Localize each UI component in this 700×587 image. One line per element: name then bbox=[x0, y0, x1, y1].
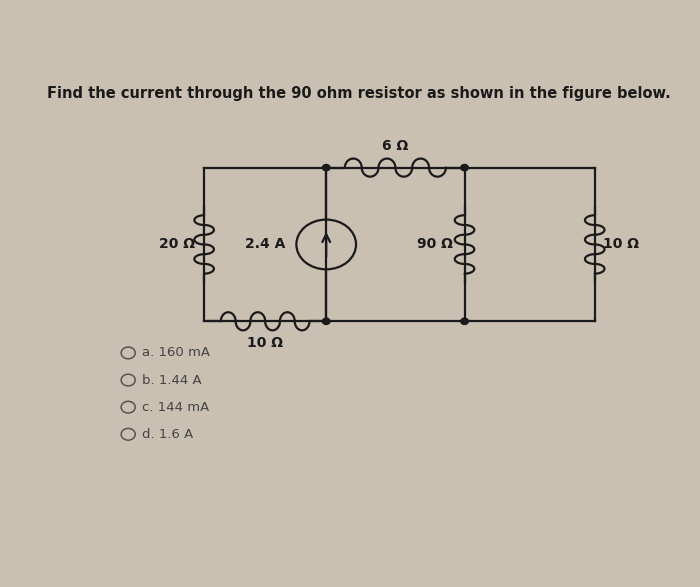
Text: 90 Ω: 90 Ω bbox=[416, 238, 453, 251]
Text: 6 Ω: 6 Ω bbox=[382, 139, 409, 153]
Text: 10 Ω: 10 Ω bbox=[603, 238, 639, 251]
Circle shape bbox=[323, 318, 330, 325]
Text: c. 144 mA: c. 144 mA bbox=[141, 401, 209, 414]
Circle shape bbox=[461, 318, 468, 325]
Text: Find the current through the 90 ohm resistor as shown in the figure below.: Find the current through the 90 ohm resi… bbox=[47, 86, 671, 102]
Circle shape bbox=[323, 164, 330, 171]
Text: a. 160 mA: a. 160 mA bbox=[141, 346, 210, 359]
Text: 2.4 A: 2.4 A bbox=[245, 237, 286, 251]
Circle shape bbox=[461, 164, 468, 171]
Text: d. 1.6 A: d. 1.6 A bbox=[141, 428, 193, 441]
Text: 10 Ω: 10 Ω bbox=[247, 336, 284, 350]
Text: 20 Ω: 20 Ω bbox=[159, 238, 195, 251]
Text: b. 1.44 A: b. 1.44 A bbox=[141, 373, 202, 387]
